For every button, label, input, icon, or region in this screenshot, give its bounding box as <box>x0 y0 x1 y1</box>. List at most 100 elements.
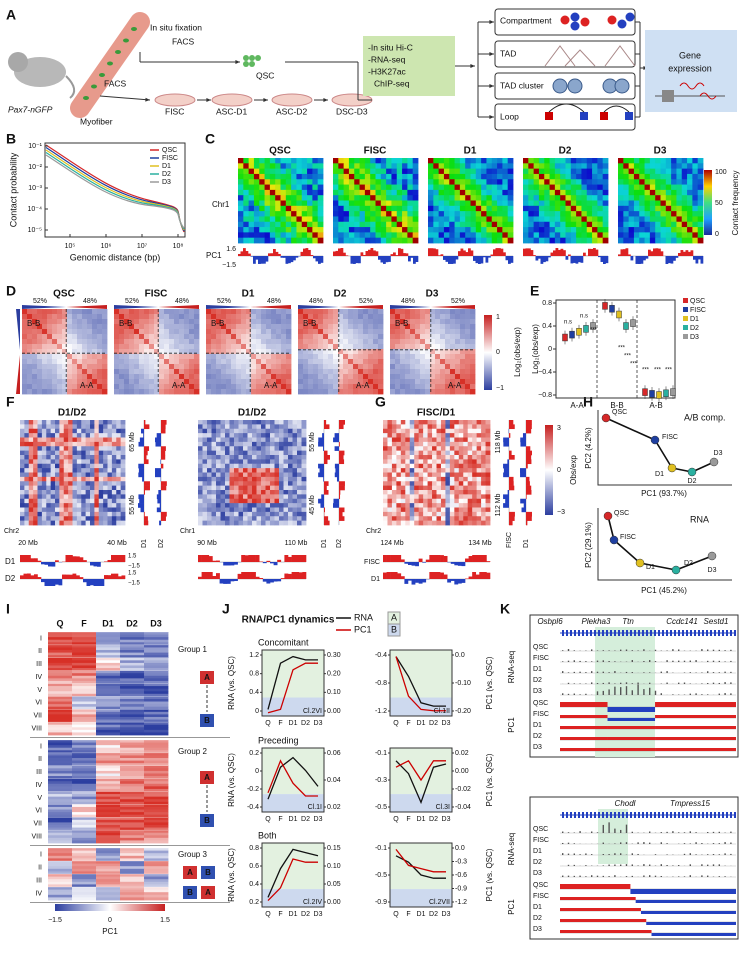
saddle-cell <box>281 344 287 350</box>
saddle-cell <box>149 329 155 335</box>
ratio-cell <box>440 476 446 482</box>
contact-cell <box>449 179 455 185</box>
contact-cell <box>665 232 672 239</box>
ratio-cell <box>405 455 411 460</box>
ratio-cell <box>445 433 451 438</box>
track-bar <box>266 560 271 562</box>
ratio-cell <box>41 511 47 517</box>
ratio-cell <box>432 468 437 473</box>
contact-cell <box>655 237 661 244</box>
saddle-cell <box>276 389 282 395</box>
contact-cell <box>486 184 493 191</box>
ratio-cell <box>270 424 275 430</box>
saddle-cell <box>27 334 33 340</box>
saddle-cell <box>415 339 421 345</box>
contact-cell <box>576 168 582 175</box>
contact-cell <box>285 227 292 233</box>
contact-cell <box>359 221 366 228</box>
label: B-B <box>211 319 224 328</box>
ratio-cell <box>234 472 239 478</box>
saddle-cell <box>271 339 277 345</box>
ratio-cell <box>463 424 469 430</box>
contact-cell <box>628 205 635 212</box>
saddle-cell <box>159 369 165 375</box>
contact-cell <box>660 158 667 164</box>
saddle-cell <box>77 374 83 380</box>
track-bar <box>259 577 264 579</box>
ratio-cell <box>120 428 126 434</box>
track-bar <box>248 572 253 579</box>
contact-cell <box>507 232 514 239</box>
contact-cell <box>602 211 609 217</box>
saddle-cell <box>298 309 304 315</box>
saddle-cell <box>400 314 406 320</box>
saddle-cell <box>353 334 359 340</box>
ratio-cell <box>225 446 230 452</box>
saddle-cell <box>114 389 120 395</box>
saddle-cell <box>67 324 73 330</box>
saddle-cell <box>174 354 180 360</box>
ratio-cell <box>247 459 253 465</box>
ratio-cell <box>76 503 82 508</box>
ratio-cell <box>288 503 293 508</box>
saddle-cell <box>425 369 431 375</box>
ratio-cell <box>243 516 248 522</box>
ratio-cell <box>98 441 104 447</box>
saddle-cell <box>328 314 334 320</box>
track-bar <box>318 463 324 469</box>
saddle-cell <box>231 384 237 390</box>
box <box>583 325 589 333</box>
track-bar <box>273 248 276 256</box>
ratio-cell <box>72 468 78 473</box>
saddle-cell <box>67 334 73 340</box>
saddle-cell <box>328 369 334 375</box>
contact-cell <box>317 237 324 244</box>
contact-cell <box>692 168 699 175</box>
contact-cell <box>491 168 498 175</box>
saddle-cell <box>465 359 471 365</box>
ratio-cell <box>472 424 478 430</box>
saddle-cell <box>303 379 309 385</box>
compartment-icon <box>570 21 580 31</box>
contact-cell <box>470 211 477 217</box>
track-bar <box>143 433 144 438</box>
ratio-cell <box>107 507 113 513</box>
ratio-cell <box>467 420 473 425</box>
contact-cell <box>523 200 529 207</box>
ratio-cell <box>120 459 126 465</box>
ratio-cell <box>50 468 56 473</box>
saddle-cell <box>415 374 421 380</box>
label: *** <box>642 368 650 374</box>
saddle-cell <box>251 364 257 370</box>
saddle-cell <box>303 374 309 380</box>
saddle-cell <box>298 384 304 390</box>
saddle-cell <box>410 364 416 370</box>
contact-cell <box>243 189 250 196</box>
contact-cell <box>291 237 297 244</box>
ratio-cell <box>288 424 293 430</box>
saddle-cell <box>164 339 170 345</box>
saddle-cell <box>27 389 33 395</box>
saddle-cell <box>328 334 334 340</box>
ratio-cell <box>207 441 212 447</box>
saddle-cell <box>184 349 190 355</box>
contact-cell <box>576 216 582 223</box>
ratio-cell <box>292 481 298 487</box>
ratio-cell <box>454 481 460 487</box>
contact-cell <box>597 237 604 244</box>
ratio-cell <box>265 494 271 500</box>
saddle-cell <box>450 324 456 330</box>
contact-cell <box>623 221 630 228</box>
contact-cell <box>554 216 561 223</box>
contact-cell <box>269 184 276 191</box>
ratio-cell <box>234 476 239 482</box>
ratio-cell <box>225 511 230 517</box>
contact-cell <box>538 189 545 196</box>
ratio-cell <box>55 463 60 469</box>
saddle-cell <box>216 364 222 370</box>
saddle-cell <box>286 389 292 395</box>
ratio-cell <box>485 472 491 478</box>
saddle-cell <box>343 309 349 315</box>
contact-cell <box>597 200 604 207</box>
saddle-cell <box>102 389 108 395</box>
